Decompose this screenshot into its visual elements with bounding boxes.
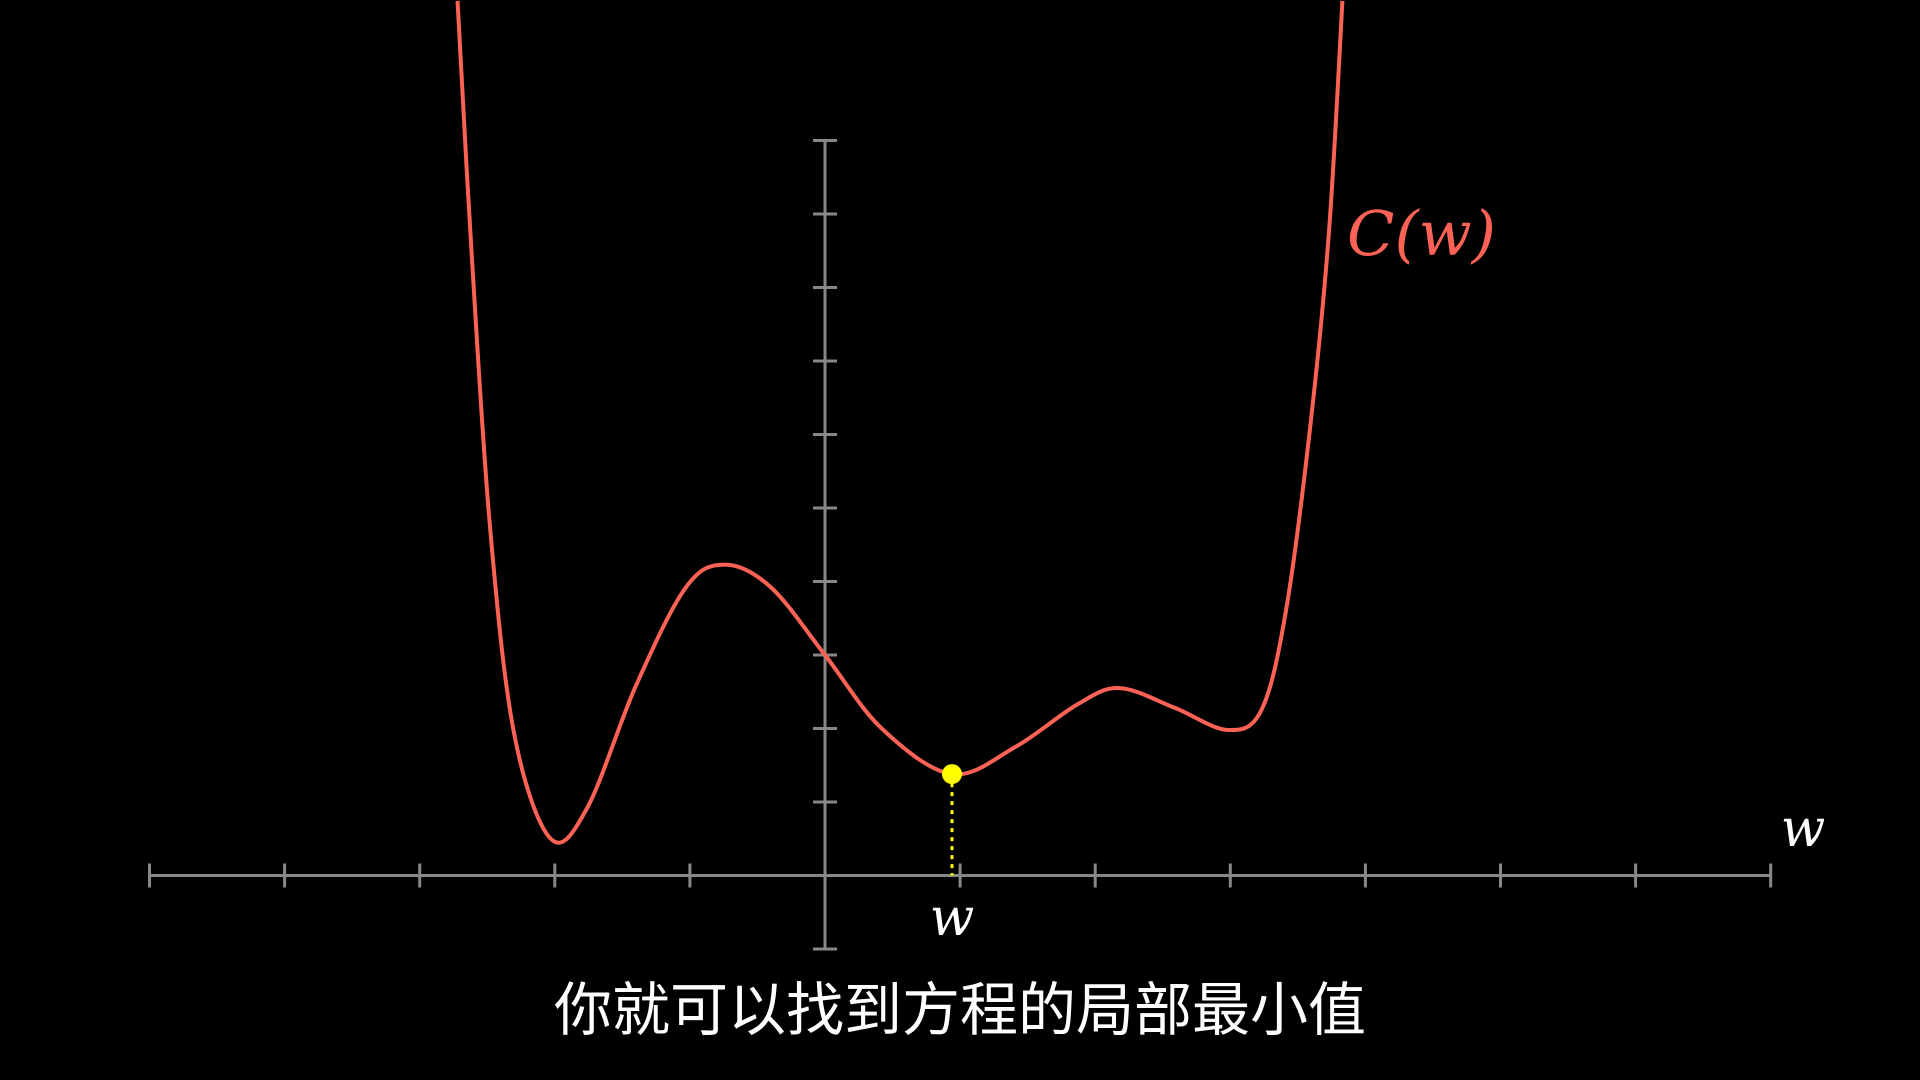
point — [941, 764, 962, 785]
curve-label: C(w) — [1347, 197, 1496, 270]
point-label: w — [930, 888, 975, 948]
curve — [455, 0, 1345, 845]
x-axis-label: w — [1781, 799, 1826, 859]
subtitle: 你就可以找到方程的局部最小值 — [554, 976, 1366, 1044]
